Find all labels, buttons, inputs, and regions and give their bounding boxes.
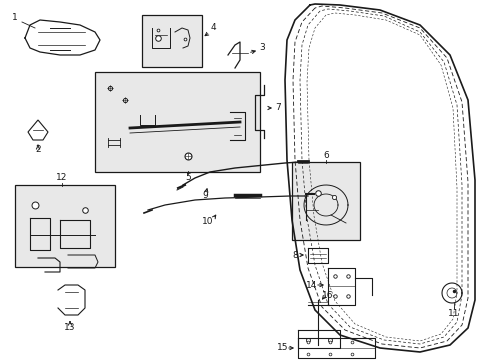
Text: 14: 14: [305, 280, 317, 289]
Text: 6: 6: [323, 152, 328, 161]
Text: 7: 7: [275, 104, 280, 112]
Text: 3: 3: [259, 44, 264, 53]
Text: 10: 10: [202, 217, 213, 226]
Text: 11: 11: [447, 309, 459, 318]
Text: 13: 13: [64, 324, 76, 333]
Text: 2: 2: [35, 145, 41, 154]
Text: 1: 1: [12, 13, 18, 22]
Text: 4: 4: [210, 23, 215, 32]
FancyBboxPatch shape: [291, 162, 359, 240]
Text: 15: 15: [277, 343, 288, 352]
Text: 8: 8: [291, 251, 297, 260]
Text: 16: 16: [322, 291, 333, 300]
FancyBboxPatch shape: [15, 185, 115, 267]
Text: 12: 12: [56, 174, 67, 183]
Text: 9: 9: [202, 192, 207, 201]
FancyBboxPatch shape: [95, 72, 260, 172]
Text: 5: 5: [185, 172, 190, 181]
FancyBboxPatch shape: [142, 15, 202, 67]
